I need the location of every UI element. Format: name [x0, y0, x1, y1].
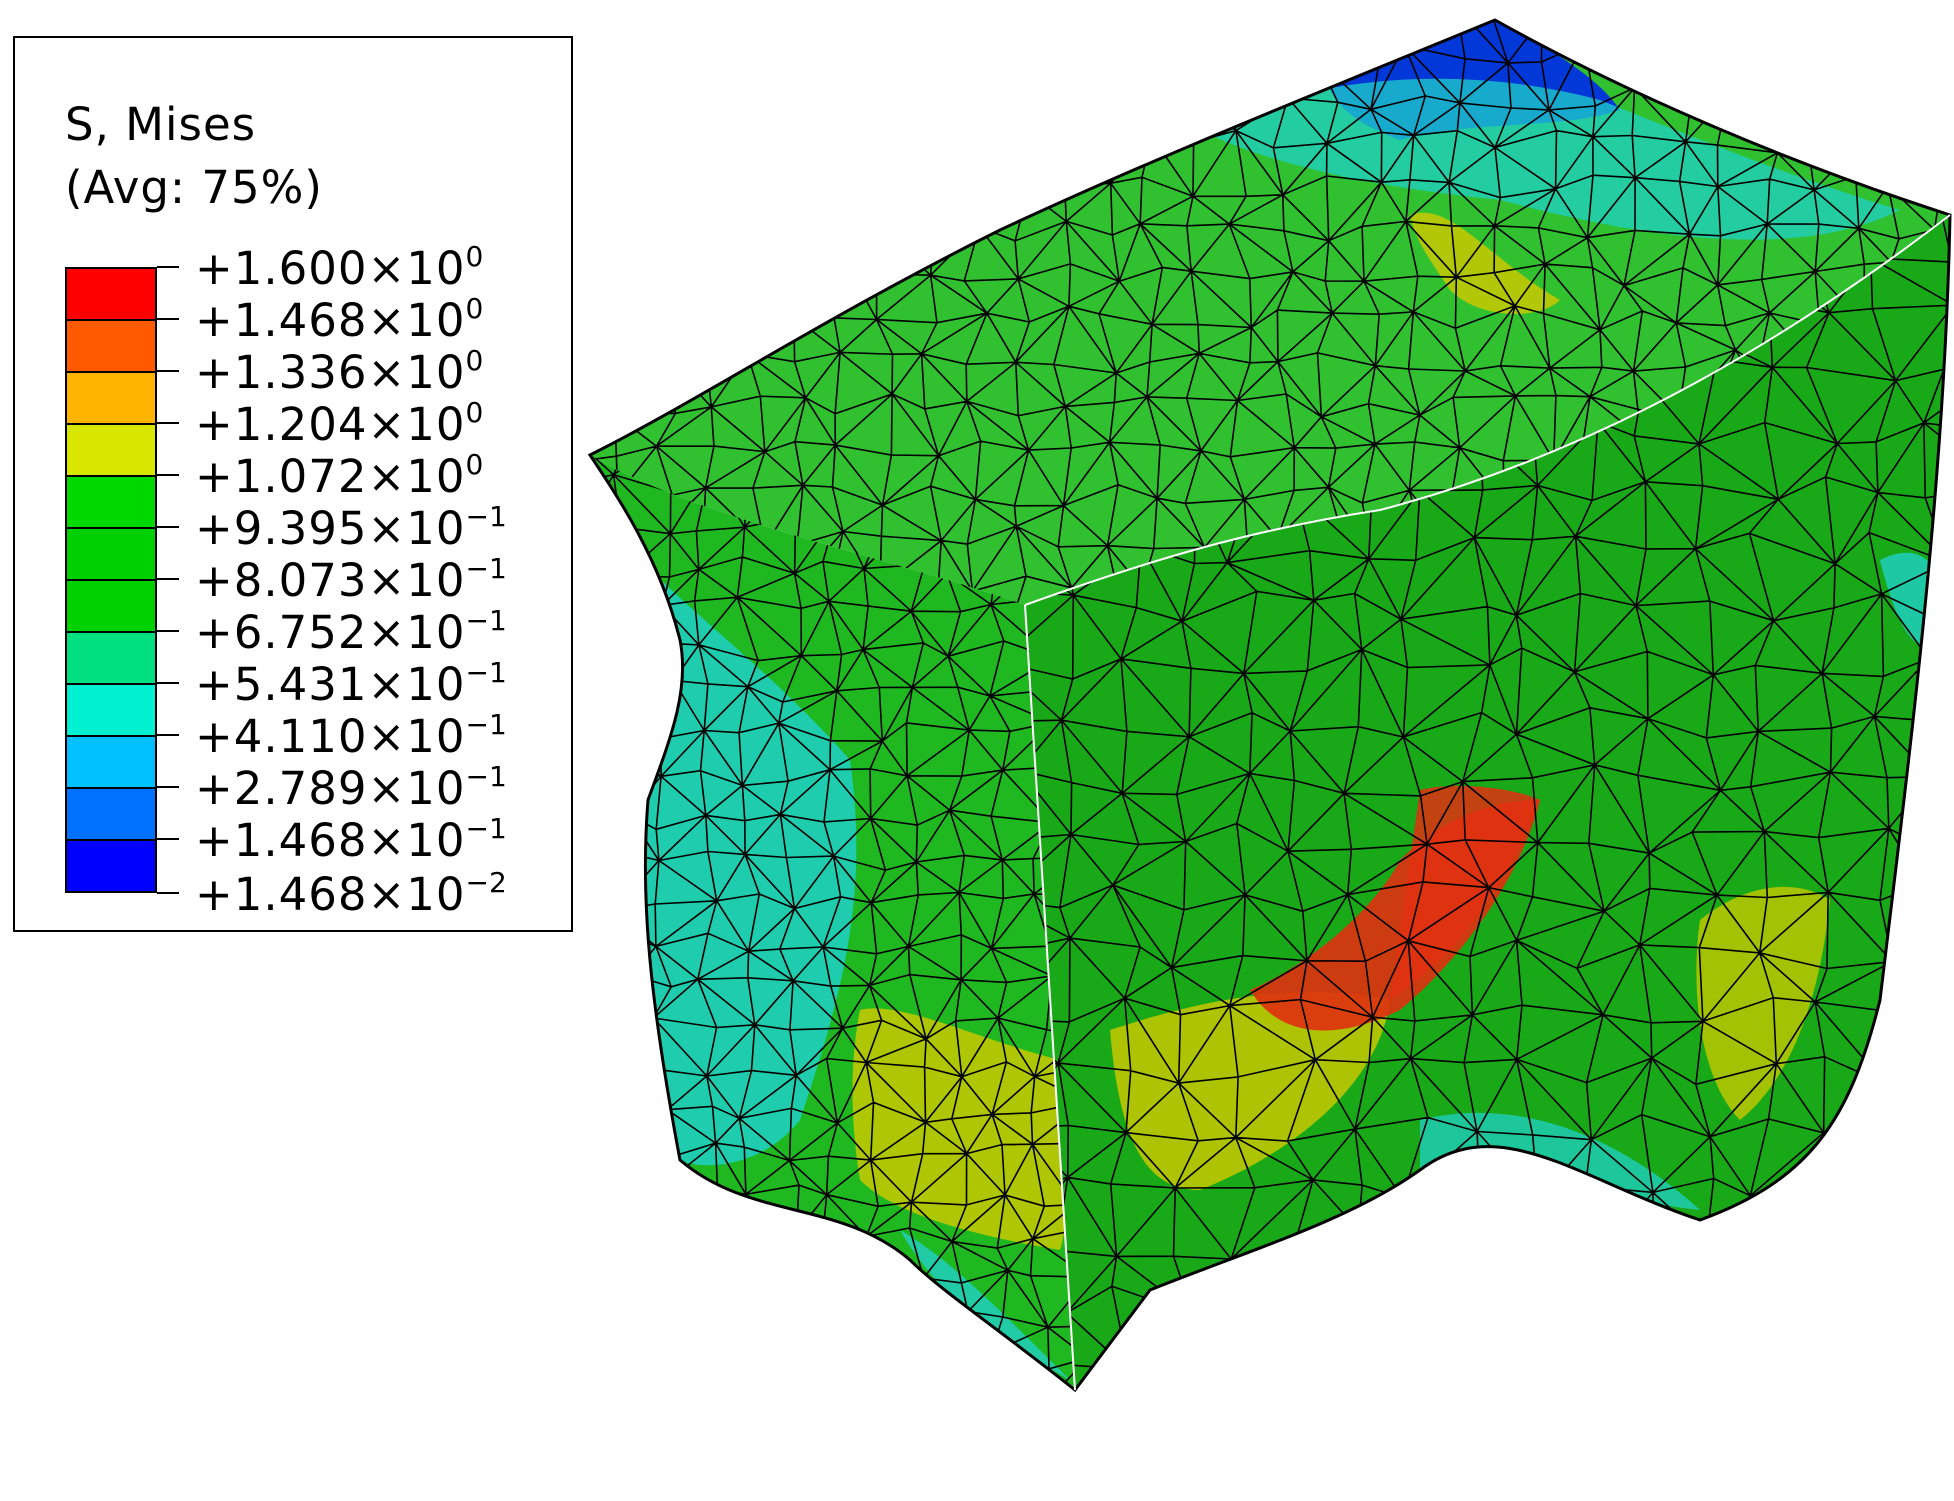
legend-subtitle: (Avg: 75%) [65, 161, 323, 214]
colorbar-tick [157, 526, 179, 528]
legend: S, Mises (Avg: 75%) +1.600×100 +1.468×100… [13, 36, 573, 932]
colorbar-band [65, 371, 157, 423]
colorbar-tick [157, 892, 179, 894]
legend-title: S, Mises [65, 98, 257, 151]
colorbar-tick-label: +5.431×10−1 [195, 656, 507, 711]
colorbar-tick-label: +1.468×100 [195, 292, 484, 347]
colorbar-tick-label: +4.110×10−1 [195, 708, 507, 763]
colorbar-tick-label: +1.072×100 [195, 448, 484, 503]
colorbar-tick-label: +1.204×100 [195, 396, 484, 451]
front-edge [1024, 604, 1076, 1391]
stress-zone [852, 1008, 1068, 1250]
colorbar-tick [157, 474, 179, 476]
top-front-edge [1024, 214, 1951, 606]
colorbar-tick [157, 838, 179, 840]
colorbar-band [65, 735, 157, 787]
colorbar-band [65, 683, 157, 735]
colorbar-tick-label: +9.395×10−1 [195, 500, 507, 555]
colorbar-band [65, 475, 157, 527]
colorbar-tick-label: +1.468×10−1 [195, 812, 507, 867]
colorbar-tick [157, 578, 179, 580]
stress-zone [900, 1230, 1070, 1380]
stress-zone [1410, 212, 1560, 314]
colorbar-tick-label: +2.789×10−1 [195, 760, 507, 815]
stress-zone [1696, 886, 1830, 1120]
colorbar-band [65, 319, 157, 371]
colorbar-tick [157, 266, 179, 268]
colorbar-tick-label: +1.600×100 [195, 240, 484, 295]
colorbar-tick-label: +6.752×10−1 [195, 604, 507, 659]
colorbar-tick [157, 682, 179, 684]
colorbar-tick [157, 734, 179, 736]
colorbar-tick-label: +1.468×10−2 [195, 866, 507, 921]
colorbar-band [65, 839, 157, 893]
colorbar-tick-label: +8.073×10−1 [195, 552, 507, 607]
colorbar-band [65, 527, 157, 579]
colorbar-tick [157, 786, 179, 788]
colorbar-band [65, 579, 157, 631]
colorbar-tick [157, 630, 179, 632]
colorbar-tick [157, 318, 179, 320]
colorbar-tick [157, 422, 179, 424]
model-outline [587, 18, 1952, 1393]
colorbar-band [65, 267, 157, 319]
colorbar-band [65, 631, 157, 683]
colorbar [65, 267, 157, 893]
colorbar-band [65, 423, 157, 475]
colorbar-band [65, 787, 157, 839]
colorbar-tick-label: +1.336×100 [195, 344, 484, 399]
colorbar-tick [157, 370, 179, 372]
